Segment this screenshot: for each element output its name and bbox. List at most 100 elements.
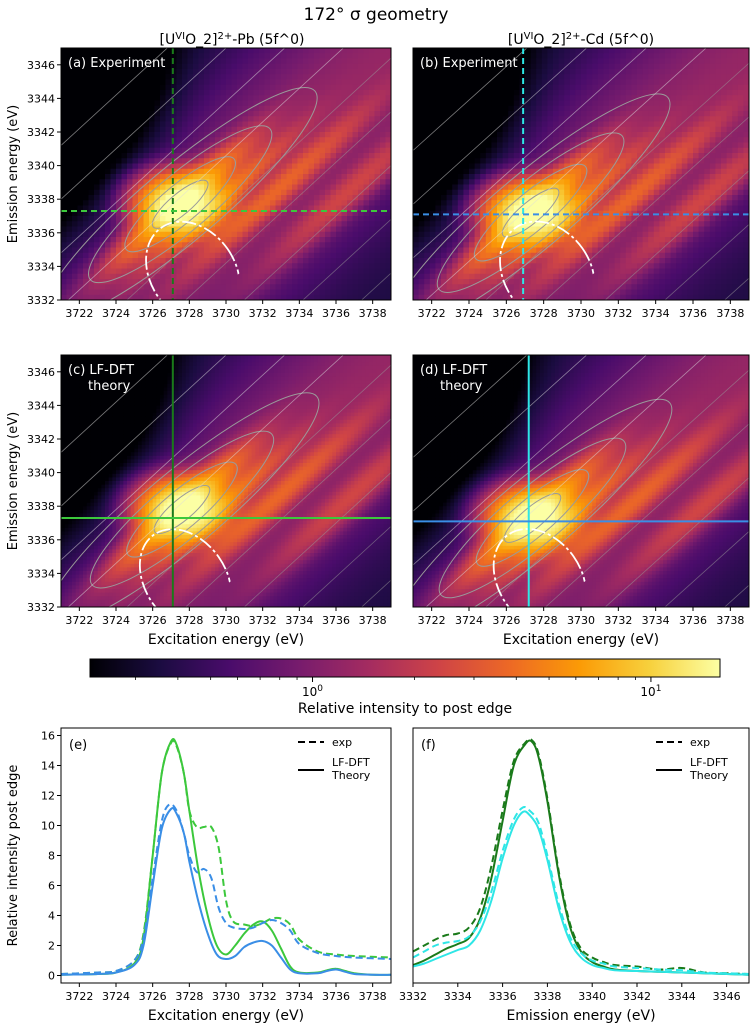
- x-tick-label: 3724: [102, 990, 130, 1003]
- contour-line: [67, 48, 344, 300]
- heatmap-panel-b: (b) Experiment 3722 3724 3726 3728 3730 3732 37…: [412, 47, 750, 326]
- x-tick-label: 3736: [322, 990, 350, 1003]
- x-tick-label: 3728: [530, 614, 558, 627]
- line-panel-e: 3722 3724 3726 3728 3730 3732 3734 3736 3738 0 2 4 6…: [6, 727, 392, 1024]
- x-tick-label: 3732: [604, 307, 632, 320]
- panel-label: (f): [421, 738, 436, 753]
- x-axis-label: Emission energy (eV): [506, 1008, 655, 1024]
- x-tick-label: 3726: [139, 614, 167, 627]
- x-tick-label: 3738: [716, 614, 744, 627]
- y-tick-label: 6: [48, 880, 55, 893]
- series-line: [413, 810, 749, 976]
- x-tick-label: 3728: [530, 307, 558, 320]
- x-tick-label: 3736: [679, 614, 707, 627]
- x-axis-label: Excitation energy (eV): [503, 632, 659, 648]
- contour-lines: [61, 355, 391, 607]
- x-tick-label: 3722: [65, 614, 93, 627]
- y-tick-label: 3336: [27, 227, 55, 240]
- x-tick-label: 3734: [285, 614, 313, 627]
- contour-lines: [61, 48, 391, 300]
- y-tick-label: 3332: [27, 294, 55, 307]
- x-tick-label: 3344: [668, 990, 696, 1003]
- y-tick-label: 3332: [27, 601, 55, 614]
- x-tick-label: 3722: [418, 614, 446, 627]
- x-tick-label: 3734: [285, 990, 313, 1003]
- contour-line: [151, 179, 209, 229]
- column-title-pb: [UVIO_2]2+-Pb (5f^0): [160, 31, 305, 48]
- y-tick-label: 3344: [27, 92, 55, 105]
- contour-line: [413, 355, 528, 458]
- y-tick-label: 3338: [27, 193, 55, 206]
- y-tick-label: 8: [48, 850, 55, 863]
- contour-line: [61, 48, 168, 146]
- x-tick-label: 3732: [604, 614, 632, 627]
- contour-line: [126, 461, 238, 558]
- y-tick-label: 3336: [27, 534, 55, 547]
- contour-line: [302, 526, 391, 607]
- contour-line: [61, 392, 320, 607]
- legend-label: exp: [690, 736, 710, 749]
- x-axis-label: Excitation energy (eV): [148, 1008, 304, 1024]
- contour-line: [61, 48, 227, 200]
- contour-line: [61, 87, 318, 300]
- figure-title: 172° σ geometry: [304, 5, 449, 25]
- x-tick-label: 3724: [455, 307, 483, 320]
- heatmap-cells: [413, 355, 749, 607]
- contour-line: [243, 165, 391, 300]
- panel-label: (d) LF-DFT theory: [420, 363, 487, 394]
- series-line: [61, 807, 391, 976]
- x-tick-label: 3730: [212, 614, 240, 627]
- x-tick-label: 3342: [623, 990, 651, 1003]
- contour-line: [438, 437, 627, 599]
- x-tick-label: 3340: [578, 990, 606, 1003]
- legend-label: LF-DFT Theory: [331, 756, 371, 782]
- x-tick-label: 3734: [285, 307, 313, 320]
- x-tick-label: 3726: [492, 614, 520, 627]
- contour-line: [413, 48, 528, 151]
- axes-frame: [412, 727, 750, 984]
- y-tick-label: 2: [48, 940, 55, 953]
- x-tick-label: 3736: [322, 307, 350, 320]
- x-tick-label: 3346: [713, 990, 741, 1003]
- contour-line: [126, 364, 391, 607]
- heatmap-panel-a: (a) Experiment 3722 3724 3726 3728 3730 3732 37…: [6, 47, 392, 326]
- x-tick-label: 3726: [492, 307, 520, 320]
- y-tick-label: 3340: [27, 467, 55, 480]
- contour-line: [664, 224, 749, 300]
- x-tick-label: 3734: [642, 614, 670, 627]
- y-tick-label: 14: [41, 760, 55, 773]
- x-tick-label: 3738: [716, 307, 744, 320]
- contour-line: [473, 163, 588, 262]
- y-tick-label: 12: [41, 790, 55, 803]
- x-tick-label: 3722: [418, 307, 446, 320]
- y-tick-label: 3342: [27, 433, 55, 446]
- panel-label: (c) LF-DFT theory: [68, 363, 134, 394]
- line-panel-f: 3332 3334 3336 3338 3340 3342 3344 3346 Emission…: [399, 727, 750, 1024]
- contour-line: [413, 48, 588, 205]
- y-tick-label: 3342: [27, 126, 55, 139]
- x-axis-label: Excitation energy (eV): [148, 632, 304, 648]
- x-tick-label: 3338: [533, 990, 561, 1003]
- x-tick-label: 3726: [139, 990, 167, 1003]
- y-axis-label: Emission energy (eV): [6, 105, 21, 243]
- contour-line: [61, 48, 286, 254]
- y-axis-label: Relative intensity post edge: [6, 765, 21, 947]
- x-tick-label: 3732: [249, 614, 277, 627]
- x-tick-label: 3732: [249, 990, 277, 1003]
- x-tick-label: 3734: [642, 307, 670, 320]
- contour-line: [485, 62, 749, 300]
- contour-lines: [413, 48, 749, 300]
- x-tick-label: 3730: [567, 307, 595, 320]
- legend-label: exp: [332, 736, 352, 749]
- x-tick-label: 3334: [444, 990, 472, 1003]
- y-tick-label: 3334: [27, 260, 55, 273]
- x-tick-label: 3728: [175, 307, 203, 320]
- contour-line: [413, 398, 673, 607]
- y-tick-label: 3346: [27, 59, 55, 72]
- x-tick-label: 3726: [139, 307, 167, 320]
- colorbar-label: Relative intensity to post edge: [298, 701, 512, 717]
- y-tick-label: 3346: [27, 366, 55, 379]
- contour-line: [604, 170, 749, 300]
- series-line: [61, 803, 391, 975]
